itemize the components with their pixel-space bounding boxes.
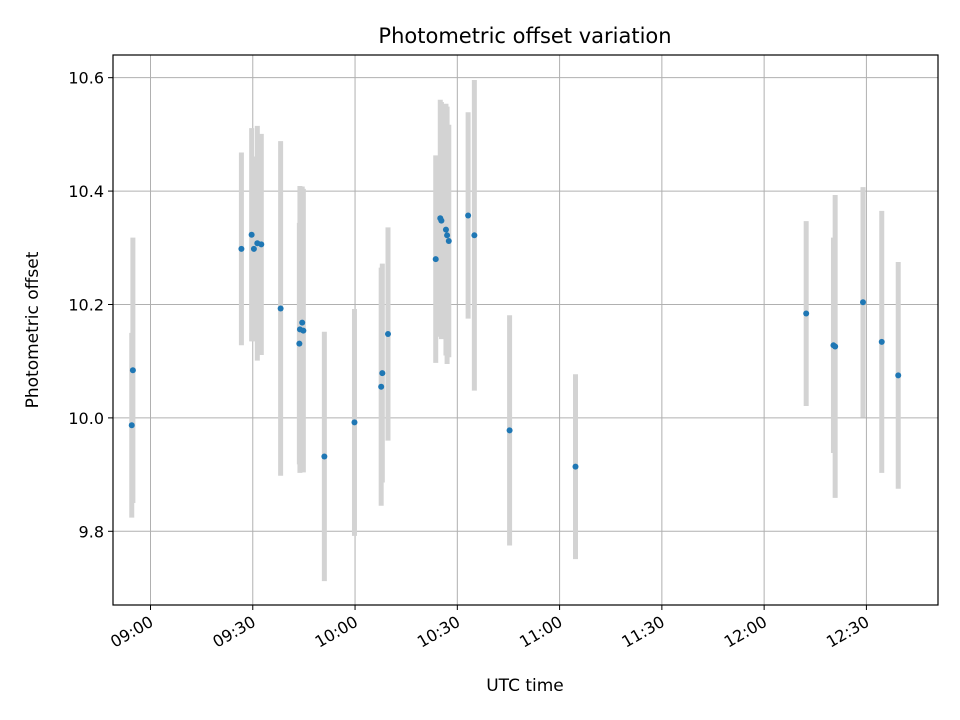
y-axis: 9.8 10.0 10.2 10.4 10.6	[68, 69, 113, 541]
y-tick-label: 10.6	[68, 69, 104, 88]
data-point	[803, 310, 810, 317]
y-tick-label: 9.8	[79, 522, 104, 541]
data-point	[860, 299, 866, 306]
data-point	[471, 232, 478, 239]
data-point	[299, 319, 306, 326]
data-point	[445, 237, 452, 244]
data-point	[238, 245, 245, 252]
data-point	[258, 241, 265, 248]
data-point	[895, 372, 902, 379]
data-point	[442, 226, 449, 233]
data-point	[250, 245, 257, 252]
data-point	[832, 343, 839, 350]
data-point	[321, 453, 328, 460]
chart-title: Photometric offset variation	[378, 24, 671, 48]
data-point	[385, 330, 391, 337]
y-tick-label: 10.4	[68, 182, 104, 201]
y-tick-label: 10.0	[68, 409, 104, 428]
data-point	[129, 367, 136, 374]
data-point	[379, 370, 386, 377]
data-point	[296, 340, 303, 347]
data-point	[248, 231, 255, 238]
data-point	[128, 422, 135, 429]
data-point	[300, 327, 307, 334]
data-point	[465, 212, 472, 219]
data-point	[351, 419, 358, 426]
data-point	[438, 217, 445, 224]
data-points	[128, 212, 902, 470]
data-point	[878, 338, 885, 345]
y-tick-label: 10.2	[68, 295, 104, 314]
data-point	[572, 463, 579, 470]
data-point	[444, 232, 451, 239]
data-point	[378, 383, 385, 390]
data-point	[432, 256, 439, 263]
data-point	[277, 305, 284, 312]
plot-frame	[112, 54, 939, 606]
y-axis-label: Photometric offset	[23, 251, 43, 408]
data-point	[506, 427, 513, 434]
x-axis-label: UTC time	[486, 676, 564, 696]
